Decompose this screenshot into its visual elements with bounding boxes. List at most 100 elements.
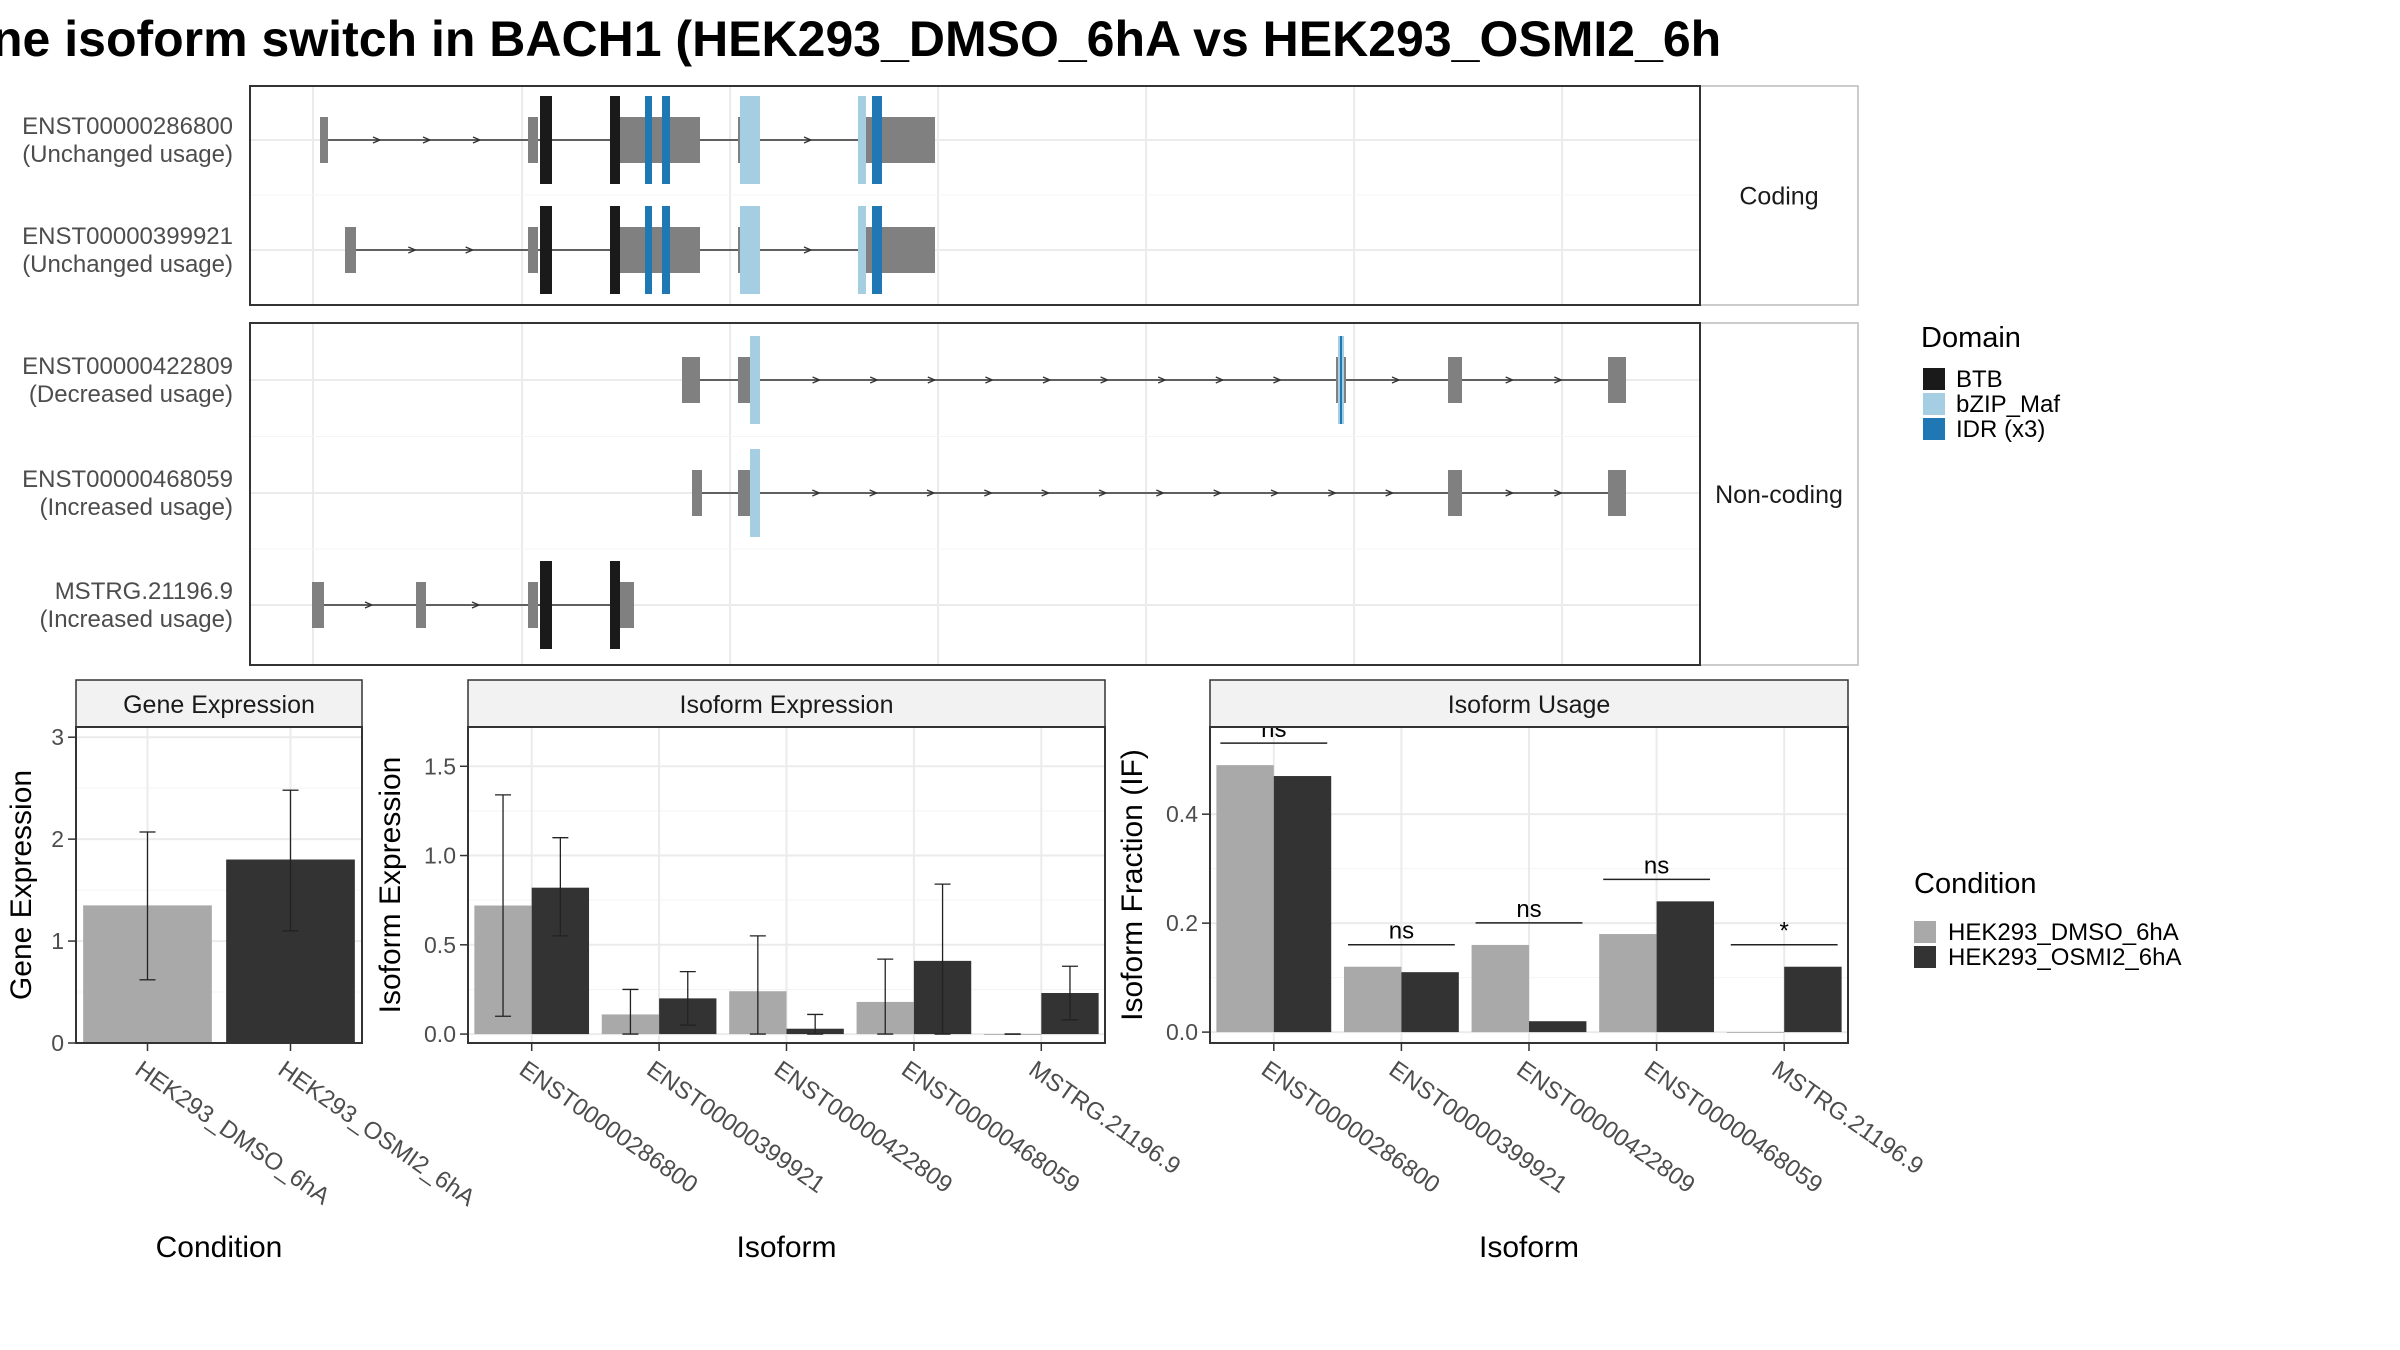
figure-title: ne isoform switch in BACH1 (HEK293_DMSO_… (0, 11, 1721, 67)
exon (528, 117, 538, 163)
significance-label: ns (1389, 918, 1414, 945)
intron-arrow (1098, 489, 1108, 497)
domain-IDR (662, 96, 670, 184)
intron-arrow (1215, 376, 1225, 384)
intron-arrow (803, 246, 813, 254)
transcript-id-label: ENST00000468059 (22, 466, 233, 493)
intron-arrow (1554, 376, 1563, 384)
intron-arrow (984, 489, 993, 497)
bar (1273, 776, 1332, 1033)
domain-legend-key-bZIP_Maf (1923, 393, 1945, 415)
y-tick-label: 3 (51, 724, 64, 750)
intron-arrow (364, 601, 374, 609)
transcript-usage-label: (Unchanged usage) (22, 141, 233, 168)
facet-label: Coding (1739, 183, 1818, 211)
domain-legend-label: IDR (x3) (1956, 416, 2045, 443)
domain-bZIP_Maf (740, 206, 760, 294)
bar (1599, 934, 1657, 1033)
exon (345, 227, 356, 273)
y-tick-label: 1 (51, 928, 64, 954)
intron-arrow (1157, 376, 1167, 384)
exon (416, 582, 426, 628)
structure-panel-0: Coding ENST00000286800(Unchanged usage) EN… (22, 85, 1859, 306)
domain-IDR (872, 96, 882, 184)
transcript-usage-label: (Unchanged usage) (22, 251, 233, 278)
transcript-ENST00000399921: ENST00000399921(Unchanged usage) (22, 206, 935, 294)
y-tick-label: 1.0 (424, 843, 456, 869)
exon (528, 582, 538, 628)
exon (692, 470, 702, 516)
exon (1448, 357, 1462, 403)
intron-arrow (1156, 489, 1165, 497)
bar-charts: 0123HEK293_DMSO_6hAHEK293_OSMI2_6hAGene … (5, 679, 1928, 1264)
intron-arrow (1042, 376, 1052, 384)
domain-bZIP_Maf (750, 336, 760, 424)
condition-legend-label: HEK293_OSMI2_6hA (1948, 944, 2181, 971)
y-axis-label: Gene Expression (5, 770, 38, 1000)
domain-BTB (540, 561, 552, 649)
x-axis-label: Isoform (736, 1231, 836, 1264)
exon (1448, 470, 1462, 516)
exon (610, 227, 700, 273)
intron-arrow (465, 246, 475, 254)
structure-panel-1: Non-coding ENST00000422809(Decreased usag… (22, 322, 1859, 666)
intron-arrow (803, 136, 813, 144)
domain-legend-label: BTB (1956, 366, 2003, 393)
exon (528, 227, 538, 273)
y-tick-label: 0.5 (424, 932, 456, 958)
chart-1: 0.00.51.01.5ENST00000286800ENST000003999… (374, 679, 1185, 1264)
intron-arrow (1505, 376, 1515, 384)
intron-arrow (812, 489, 821, 497)
domain-BTB (540, 206, 552, 294)
transcript-id-label: MSTRG.21196.9 (55, 578, 233, 605)
intron-arrow (1328, 489, 1337, 497)
y-tick-label: 0.0 (424, 1021, 456, 1047)
bar (1216, 765, 1274, 1033)
domain-bZIP_Maf (858, 206, 866, 294)
intron-arrow (869, 489, 879, 497)
transcript-usage-label: (Decreased usage) (29, 381, 233, 408)
exon (682, 357, 700, 403)
transcript-usage-label: (Increased usage) (40, 494, 233, 521)
condition-legend-label: HEK293_DMSO_6hA (1948, 919, 2179, 946)
domain-legend-label: bZIP_Maf (1956, 391, 2060, 418)
domain-legend-key-BTB (1923, 368, 1945, 390)
exon (320, 117, 328, 163)
y-tick-label: 0.0 (1166, 1019, 1198, 1045)
transcript-usage-label: (Increased usage) (40, 606, 233, 633)
exon (1608, 470, 1626, 516)
condition-legend: Condition HEK293_DMSO_6hAHEK293_OSMI2_6h… (1914, 868, 2181, 971)
facet-strip (1699, 85, 1859, 306)
domain-IDR (645, 206, 652, 294)
intron-arrow (985, 376, 995, 384)
bar (1471, 944, 1529, 1033)
exon (885, 227, 935, 273)
intron-arrow (869, 376, 879, 384)
intron-arrow (812, 376, 822, 384)
transcript-ENST00000286800: ENST00000286800(Unchanged usage) (22, 96, 935, 184)
x-axis-label: Condition (156, 1231, 283, 1264)
intron-arrow (1213, 489, 1223, 497)
intron-arrow (472, 136, 482, 144)
exon (312, 582, 324, 628)
x-axis-label: Isoform (1479, 1231, 1579, 1264)
transcript-structure-panels: Coding ENST00000286800(Unchanged usage) EN… (22, 85, 1859, 666)
intron-arrow (1391, 376, 1401, 384)
significance-label: ns (1644, 852, 1669, 879)
domain-BTB (610, 96, 620, 184)
domain-BTB (610, 561, 620, 649)
intron-arrow (1273, 376, 1283, 384)
transcript-MSTRG.21196.9: MSTRG.21196.9(Increased usage) (40, 561, 634, 649)
y-tick-label: 1.5 (424, 753, 456, 779)
domain-legend-title: Domain (1921, 322, 2021, 354)
bar (1656, 901, 1715, 1033)
domain-bZIP_Maf (740, 96, 760, 184)
intron-arrow (927, 376, 937, 384)
y-tick-label: 0.4 (1166, 801, 1198, 827)
intron-arrow (1041, 489, 1051, 497)
intron-arrow (1385, 489, 1395, 497)
intron-arrow (1554, 489, 1563, 497)
y-axis-label: Isoform Expression (374, 757, 407, 1014)
domain-IDR (1340, 336, 1342, 424)
domain-IDR (872, 206, 882, 294)
